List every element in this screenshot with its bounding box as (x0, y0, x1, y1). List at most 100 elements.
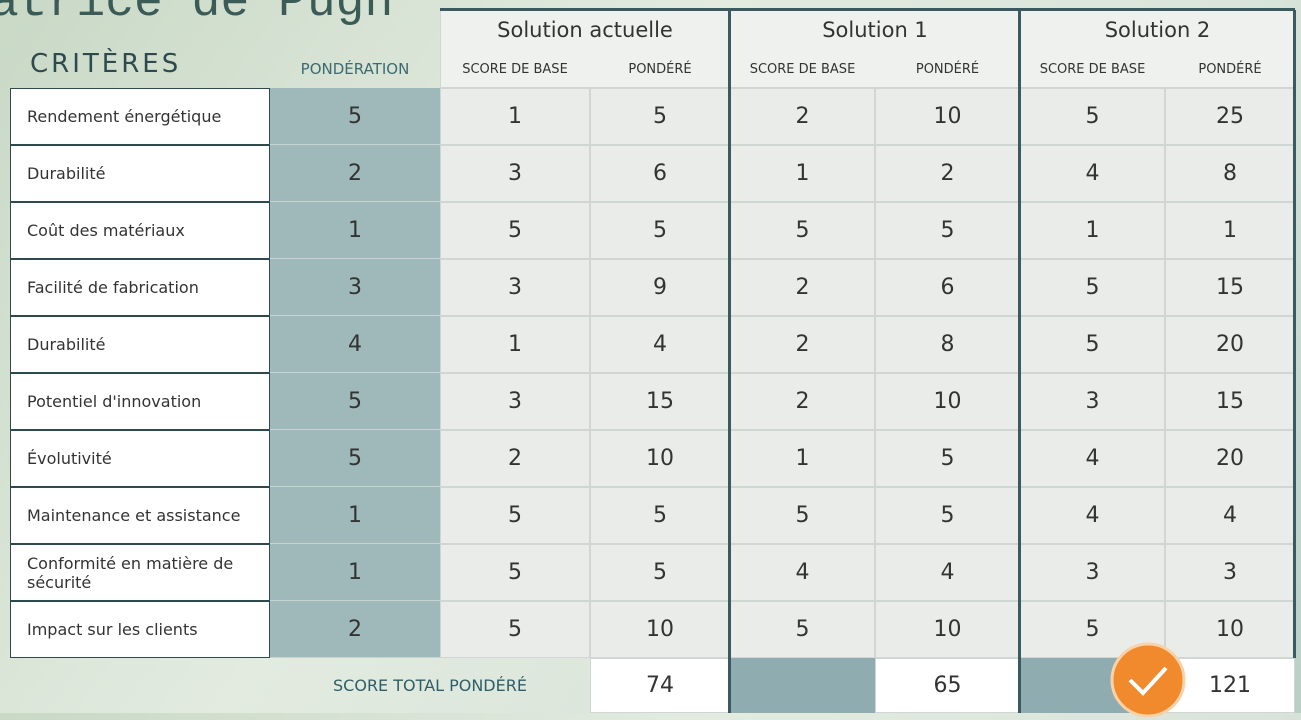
base-score: 5 (730, 601, 875, 658)
weighted-score: 15 (1165, 373, 1295, 430)
base-score: 5 (1020, 316, 1165, 373)
weighted-score: 20 (1165, 316, 1295, 373)
base-score: 2 (730, 259, 875, 316)
criterion: Évolutivité (10, 430, 270, 487)
base-score: 2 (730, 88, 875, 145)
criterion: Coût des matériaux (10, 202, 270, 259)
header-bg (730, 10, 1020, 88)
separator (1293, 10, 1296, 658)
weighted-score: 10 (875, 373, 1020, 430)
weight: 3 (270, 259, 440, 316)
total-label: SCORE TOTAL PONDÉRÉ (333, 676, 527, 695)
base-score: 1 (1020, 202, 1165, 259)
solution-name: Solution 2 (1104, 18, 1211, 42)
base-score: 3 (440, 373, 590, 430)
weighted-score: 4 (875, 544, 1020, 601)
weighted-score: 20 (1165, 430, 1295, 487)
base-score: 5 (440, 202, 590, 259)
base-score: 1 (440, 316, 590, 373)
solution-name: Solution actuelle (497, 18, 673, 42)
base-score: 4 (1020, 430, 1165, 487)
base-score: 4 (1020, 487, 1165, 544)
weight: 5 (270, 373, 440, 430)
weighted-score: 5 (590, 88, 730, 145)
check-icon (1110, 642, 1186, 718)
weighted-score: 4 (590, 316, 730, 373)
base-score: 2 (730, 373, 875, 430)
base-label: SCORE DE BASE (749, 61, 856, 77)
weighted-score: 8 (1165, 145, 1295, 202)
solution-name: Solution 1 (822, 18, 928, 42)
weighted-score: 10 (590, 430, 730, 487)
criteria-label: CRITÈRES (30, 49, 182, 79)
weighted-score: 6 (590, 145, 730, 202)
weighted-score: 5 (875, 487, 1020, 544)
weighted-label: PONDÉRÉ (628, 61, 692, 77)
separator (440, 8, 1295, 11)
criterion: Conformité en matière de sécurité (10, 544, 270, 601)
weighted-score: 25 (1165, 88, 1295, 145)
base-score: 4 (730, 544, 875, 601)
weighted-score: 10 (875, 88, 1020, 145)
weighted-score: 6 (875, 259, 1020, 316)
base-score: 1 (730, 430, 875, 487)
weight: 1 (270, 544, 440, 601)
weighted-score: 10 (590, 601, 730, 658)
base-score: 1 (730, 145, 875, 202)
weight: 5 (270, 88, 440, 145)
weighted-label: PONDÉRÉ (1198, 61, 1262, 77)
weighted-score: 4 (1165, 487, 1295, 544)
base-score: 3 (1020, 373, 1165, 430)
criterion: Durabilité (10, 145, 270, 202)
criterion: Facilité de fabrication (10, 259, 270, 316)
total-blank (730, 658, 875, 713)
weighted-score: 1 (1165, 202, 1295, 259)
base-score: 5 (440, 544, 590, 601)
weighted-score: 5 (875, 430, 1020, 487)
weighted-score: 5 (590, 487, 730, 544)
separator (1018, 10, 1021, 713)
weighted-score: 5 (590, 202, 730, 259)
weighted-score: 2 (875, 145, 1020, 202)
base-label: SCORE DE BASE (1039, 61, 1146, 77)
weight: 4 (270, 316, 440, 373)
base-score: 1 (440, 88, 590, 145)
base-score: 5 (730, 487, 875, 544)
criterion: Rendement énergétique (10, 88, 270, 145)
total: 74 (590, 658, 730, 713)
weighted-label: PONDÉRÉ (915, 61, 980, 77)
base-score: 4 (1020, 145, 1165, 202)
base-score: 5 (440, 601, 590, 658)
weight: 2 (270, 601, 440, 658)
total: 121 (1165, 658, 1295, 713)
criterion: Impact sur les clients (10, 601, 270, 658)
total: 65 (875, 658, 1020, 713)
weighted-score: 10 (1165, 601, 1295, 658)
title: atrice de Pugh (0, 0, 394, 30)
weight: 2 (270, 145, 440, 202)
criterion: Maintenance et assistance (10, 487, 270, 544)
base-score: 2 (730, 316, 875, 373)
weighted-score: 9 (590, 259, 730, 316)
base-score: 3 (1020, 544, 1165, 601)
weighted-score: 3 (1165, 544, 1295, 601)
base-score: 5 (440, 487, 590, 544)
weighted-score: 10 (875, 601, 1020, 658)
weight: 5 (270, 430, 440, 487)
weight: 1 (270, 202, 440, 259)
base-score: 5 (1020, 88, 1165, 145)
weight-label: PONDÉRATION (300, 60, 410, 78)
weighted-score: 15 (1165, 259, 1295, 316)
weight: 1 (270, 487, 440, 544)
base-score: 3 (440, 259, 590, 316)
criterion: Durabilité (10, 316, 270, 373)
weighted-score: 5 (875, 202, 1020, 259)
separator (728, 10, 731, 713)
base-score: 5 (730, 202, 875, 259)
weighted-score: 8 (875, 316, 1020, 373)
weighted-score: 5 (590, 544, 730, 601)
base-label: SCORE DE BASE (462, 61, 568, 77)
base-score: 5 (1020, 259, 1165, 316)
criterion: Potentiel d'innovation (10, 373, 270, 430)
weighted-score: 15 (590, 373, 730, 430)
